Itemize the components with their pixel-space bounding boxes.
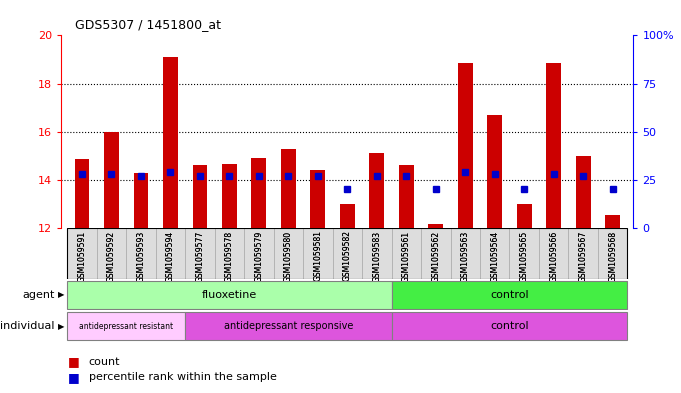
Bar: [605, 215, 620, 228]
Bar: [458, 63, 473, 228]
Text: GSM1059583: GSM1059583: [373, 230, 381, 282]
Bar: [104, 132, 118, 228]
Text: GSM1059579: GSM1059579: [254, 230, 264, 282]
Bar: [126, 228, 156, 279]
Text: GSM1059564: GSM1059564: [490, 230, 499, 282]
Bar: [74, 159, 89, 228]
Text: antidepressant resistant: antidepressant resistant: [79, 322, 173, 331]
Bar: [428, 224, 443, 228]
Text: GSM1059583: GSM1059583: [373, 230, 381, 282]
Bar: [451, 228, 480, 279]
Text: ▶: ▶: [58, 290, 65, 299]
Text: GSM1059565: GSM1059565: [520, 230, 528, 282]
Text: GSM1059577: GSM1059577: [195, 230, 204, 282]
Text: GSM1059578: GSM1059578: [225, 230, 234, 282]
Text: GSM1059563: GSM1059563: [461, 230, 470, 282]
Text: GSM1059593: GSM1059593: [136, 230, 146, 282]
Bar: [67, 312, 185, 340]
Text: GSM1059578: GSM1059578: [225, 230, 234, 282]
Bar: [163, 57, 178, 228]
Bar: [215, 228, 244, 279]
Bar: [598, 228, 627, 279]
Text: GSM1059561: GSM1059561: [402, 230, 411, 282]
Text: GSM1059582: GSM1059582: [343, 230, 352, 281]
Text: GSM1059579: GSM1059579: [254, 230, 264, 282]
Text: agent: agent: [22, 290, 54, 300]
Bar: [251, 158, 266, 228]
Bar: [517, 204, 532, 228]
Text: GSM1059581: GSM1059581: [313, 230, 322, 281]
Text: GSM1059568: GSM1059568: [608, 230, 617, 282]
Bar: [340, 204, 355, 228]
Bar: [392, 228, 421, 279]
Bar: [222, 164, 237, 228]
Text: GSM1059565: GSM1059565: [520, 230, 528, 282]
Bar: [193, 165, 207, 228]
Bar: [281, 149, 296, 228]
Bar: [185, 228, 215, 279]
Text: GSM1059568: GSM1059568: [608, 230, 617, 282]
Bar: [576, 156, 590, 228]
Text: GSM1059593: GSM1059593: [136, 230, 146, 282]
Text: GSM1059567: GSM1059567: [579, 230, 588, 282]
Text: ■: ■: [68, 355, 80, 368]
Bar: [569, 228, 598, 279]
Text: GSM1059591: GSM1059591: [78, 230, 86, 282]
Text: GDS5307 / 1451800_at: GDS5307 / 1451800_at: [75, 18, 221, 31]
Bar: [369, 153, 384, 228]
Bar: [362, 228, 392, 279]
Bar: [67, 228, 97, 279]
Text: GSM1059592: GSM1059592: [107, 230, 116, 282]
Text: GSM1059594: GSM1059594: [166, 230, 175, 282]
Bar: [244, 228, 274, 279]
Text: GSM1059580: GSM1059580: [284, 230, 293, 282]
Bar: [274, 228, 303, 279]
Text: control: control: [490, 290, 529, 300]
Text: ■: ■: [68, 371, 80, 384]
Text: GSM1059577: GSM1059577: [195, 230, 204, 282]
Text: GSM1059581: GSM1059581: [313, 230, 322, 281]
Bar: [303, 228, 332, 279]
Bar: [332, 228, 362, 279]
Text: GSM1059562: GSM1059562: [431, 230, 441, 282]
Bar: [392, 312, 627, 340]
Bar: [421, 228, 451, 279]
Bar: [399, 165, 413, 228]
Text: GSM1059561: GSM1059561: [402, 230, 411, 282]
Text: control: control: [490, 321, 529, 331]
Bar: [67, 281, 392, 309]
Text: ▶: ▶: [58, 322, 65, 331]
Text: GSM1059580: GSM1059580: [284, 230, 293, 282]
Bar: [509, 228, 539, 279]
Text: GSM1059566: GSM1059566: [549, 230, 558, 282]
Bar: [392, 281, 627, 309]
Text: GSM1059591: GSM1059591: [78, 230, 86, 282]
Text: GSM1059594: GSM1059594: [166, 230, 175, 282]
Text: individual: individual: [0, 321, 54, 331]
Bar: [97, 228, 126, 279]
Text: count: count: [89, 356, 120, 367]
Text: percentile rank within the sample: percentile rank within the sample: [89, 372, 276, 382]
Bar: [156, 228, 185, 279]
Bar: [133, 173, 148, 228]
Bar: [185, 312, 392, 340]
Text: GSM1059566: GSM1059566: [549, 230, 558, 282]
Text: GSM1059592: GSM1059592: [107, 230, 116, 282]
Bar: [546, 63, 561, 228]
Bar: [480, 228, 509, 279]
Bar: [539, 228, 569, 279]
Text: GSM1059562: GSM1059562: [431, 230, 441, 282]
Text: GSM1059564: GSM1059564: [490, 230, 499, 282]
Bar: [488, 115, 502, 228]
Text: GSM1059563: GSM1059563: [461, 230, 470, 282]
Bar: [311, 170, 326, 228]
Text: GSM1059567: GSM1059567: [579, 230, 588, 282]
Text: antidepressant responsive: antidepressant responsive: [223, 321, 353, 331]
Text: GSM1059582: GSM1059582: [343, 230, 352, 281]
Text: fluoxetine: fluoxetine: [202, 290, 257, 300]
